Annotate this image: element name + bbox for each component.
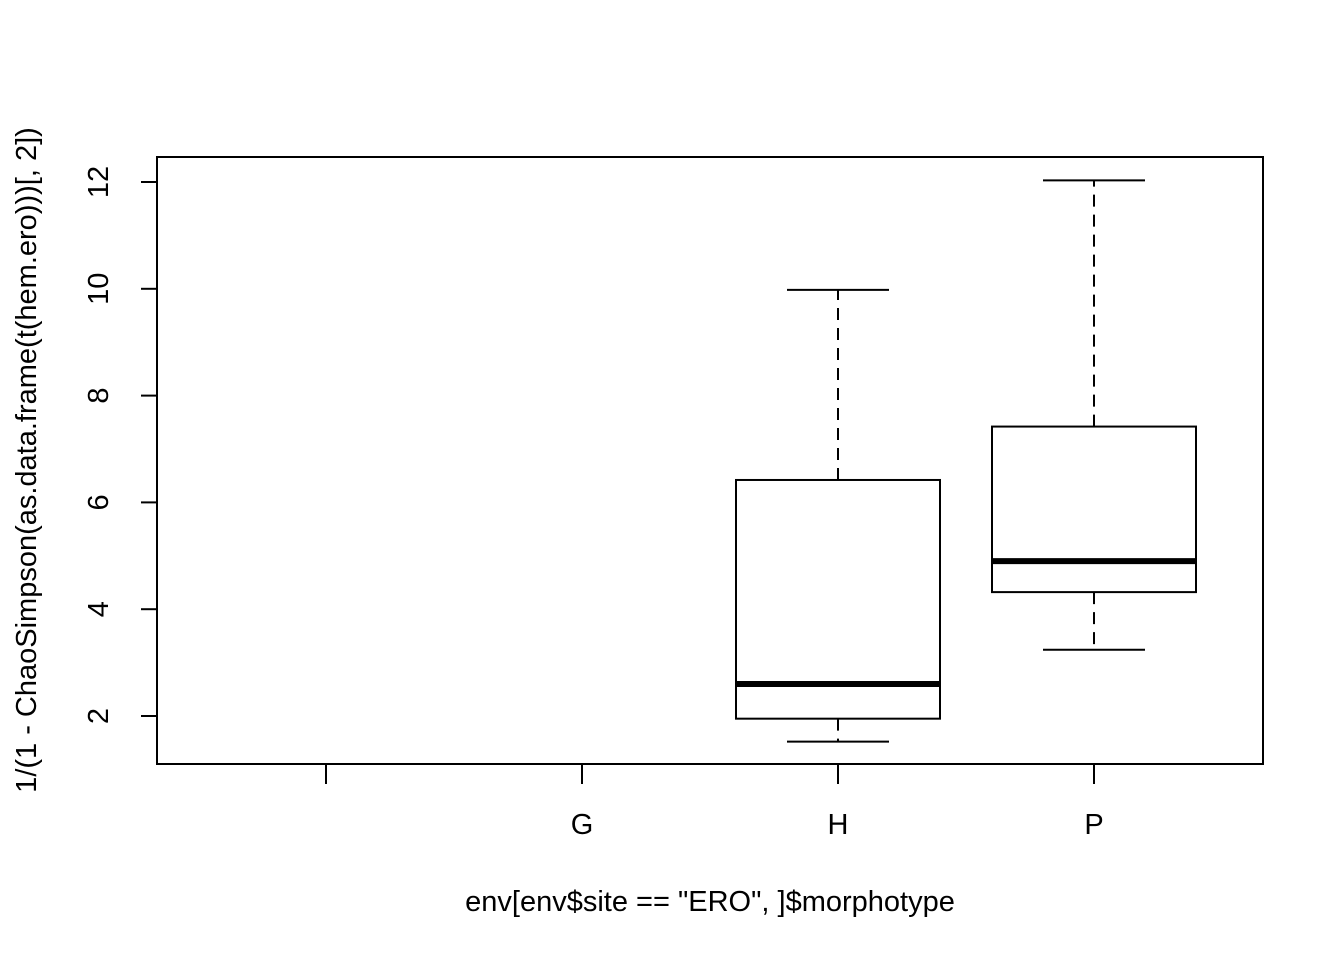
box-H [735, 288, 941, 743]
y-axis-title: 1/(1 - ChaoSimpson(as.data.frame(t(hem.e… [11, 127, 43, 793]
x-tick-label: G [571, 809, 594, 841]
boxes [735, 179, 1197, 743]
x-tick-label: H [828, 809, 849, 841]
plot-frame [156, 156, 1264, 765]
y-tick-label: 10 [83, 273, 115, 305]
y-tick-label: 12 [83, 166, 115, 198]
y-tick-label: 2 [83, 708, 115, 724]
iqr-box [735, 478, 941, 720]
x-axis-title: env[env$site == "ERO", ]$morphotype [465, 886, 955, 918]
y-tick-label: 4 [83, 601, 115, 617]
y-axis: 2 4 6 8 10 12 [83, 166, 157, 724]
iqr-box [991, 425, 1197, 594]
box-P [991, 179, 1197, 651]
x-tick-label: P [1084, 809, 1103, 841]
y-tick-label: 6 [83, 494, 115, 510]
y-tick-label: 8 [83, 388, 115, 404]
